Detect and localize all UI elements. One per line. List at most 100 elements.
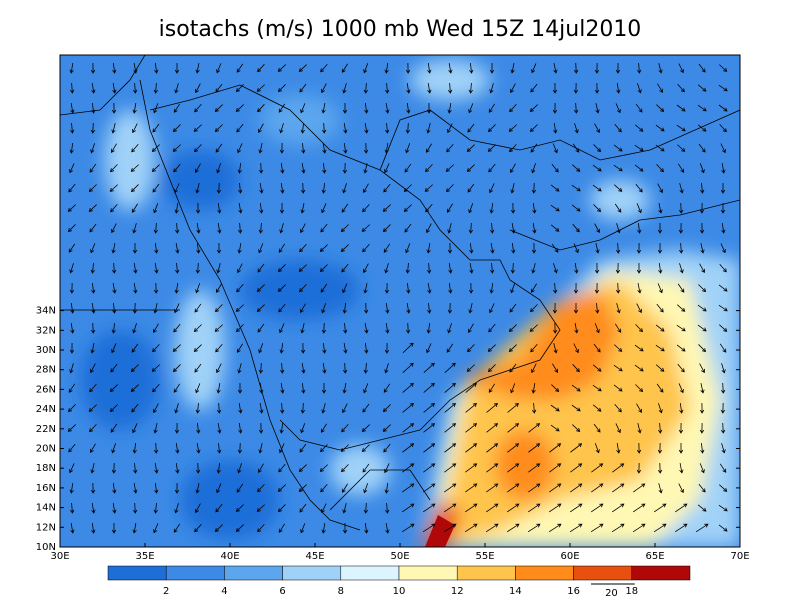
- wind-arrow: [657, 442, 663, 454]
- wind-arrow: [531, 383, 536, 394]
- wind-arrow: [485, 503, 499, 513]
- wind-arrow: [569, 523, 583, 533]
- wind-arrow: [508, 324, 517, 333]
- wind-arrow: [109, 384, 118, 392]
- wind-arrow: [133, 63, 138, 74]
- wind-arrow: [427, 302, 432, 314]
- wind-arrow: [132, 223, 137, 234]
- wind-arrow: [277, 484, 286, 492]
- wind-arrow: [468, 323, 474, 333]
- wind-arrow: [154, 482, 159, 494]
- wind-arrow: [507, 423, 520, 433]
- wind-arrow: [697, 124, 707, 132]
- wind-arrow: [130, 184, 139, 193]
- wind-arrow: [634, 144, 644, 152]
- wind-arrow: [111, 243, 116, 254]
- wind-arrow: [614, 344, 623, 352]
- wind-arrow: [656, 164, 664, 173]
- wind-arrow: [444, 423, 457, 433]
- wind-arrow: [237, 243, 242, 254]
- wind-arrow: [216, 363, 222, 374]
- colorbar-segment: [515, 565, 574, 581]
- wind-arrow: [90, 143, 96, 154]
- wind-arrow: [363, 142, 369, 154]
- wind-arrow: [130, 164, 139, 172]
- wind-arrow: [258, 143, 263, 154]
- wind-arrow: [593, 204, 602, 213]
- wind-arrow: [674, 523, 688, 533]
- wind-arrow: [299, 83, 307, 93]
- wind-arrow: [636, 303, 642, 314]
- wind-arrow: [279, 443, 285, 454]
- wind-arrow: [506, 503, 520, 513]
- wind-arrow: [549, 483, 562, 493]
- wind-arrow: [361, 424, 370, 432]
- wind-arrow: [592, 404, 602, 412]
- wind-arrow: [446, 203, 453, 213]
- wind-arrow: [215, 503, 223, 513]
- wind-arrow: [489, 62, 495, 74]
- wind-arrow: [466, 164, 475, 173]
- wind-arrow: [196, 242, 201, 254]
- wind-arrow: [69, 63, 74, 74]
- wind-arrow: [509, 303, 517, 313]
- wind-arrow: [679, 263, 684, 274]
- wind-arrow: [676, 304, 686, 312]
- wind-arrow: [425, 203, 433, 213]
- wind-arrow: [677, 84, 685, 93]
- wind-arrow: [257, 323, 265, 333]
- wind-arrow: [216, 63, 222, 74]
- wind-arrow: [678, 422, 684, 434]
- wind-arrow: [465, 423, 478, 433]
- wind-arrow: [91, 522, 96, 534]
- wind-arrow: [154, 463, 159, 474]
- wind-arrow: [174, 183, 180, 194]
- wind-arrow: [448, 82, 453, 94]
- wind-arrow: [489, 303, 495, 314]
- wind-arrow: [531, 363, 537, 374]
- wind-arrow: [342, 102, 348, 114]
- wind-arrow: [195, 462, 201, 474]
- wind-arrow: [111, 102, 117, 114]
- colorbar-segment: [165, 565, 225, 581]
- wind-arrow: [490, 222, 495, 234]
- wind-arrow: [131, 143, 139, 153]
- wind-arrow: [70, 322, 75, 334]
- wind-arrow: [406, 83, 411, 94]
- wind-arrow: [173, 383, 181, 393]
- wind-arrow: [423, 423, 436, 433]
- wind-arrow: [427, 62, 432, 74]
- wind-arrow: [698, 483, 706, 493]
- lon-label: 30E: [50, 551, 69, 562]
- wind-arrow: [425, 164, 433, 173]
- lon-label: 70E: [730, 551, 749, 562]
- wind-arrow: [402, 403, 414, 413]
- wind-arrow: [721, 363, 726, 374]
- wind-arrow: [489, 282, 494, 294]
- wind-arrow: [363, 283, 368, 294]
- wind-arrow: [193, 124, 202, 132]
- wind-arrow: [616, 223, 621, 234]
- wind-arrow: [238, 402, 243, 414]
- wind-arrow: [382, 224, 391, 233]
- wind-arrow: [613, 364, 623, 372]
- wind-arrow: [676, 344, 686, 352]
- wind-arrow: [320, 223, 328, 233]
- wind-arrow: [444, 362, 456, 373]
- wind-arrow: [384, 62, 389, 74]
- wind-arrow: [574, 262, 579, 274]
- wind-arrow: [447, 302, 453, 314]
- wind-arrow: [510, 183, 515, 194]
- wind-arrow: [674, 503, 688, 513]
- wind-arrow: [698, 63, 706, 73]
- wind-arrow: [401, 523, 415, 533]
- lon-label: 65E: [645, 551, 664, 562]
- wind-arrow: [615, 242, 621, 254]
- wind-arrow: [361, 224, 370, 232]
- wind-arrow: [132, 442, 137, 454]
- wind-arrow: [444, 403, 456, 413]
- wind-arrow: [153, 423, 158, 434]
- wind-arrow: [279, 123, 284, 134]
- wind-arrow: [195, 63, 200, 74]
- wind-arrow: [574, 123, 579, 134]
